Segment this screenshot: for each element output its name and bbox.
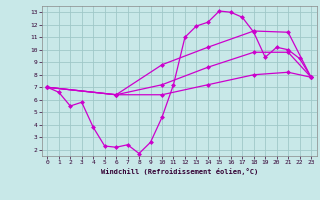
X-axis label: Windchill (Refroidissement éolien,°C): Windchill (Refroidissement éolien,°C) [100,168,258,175]
